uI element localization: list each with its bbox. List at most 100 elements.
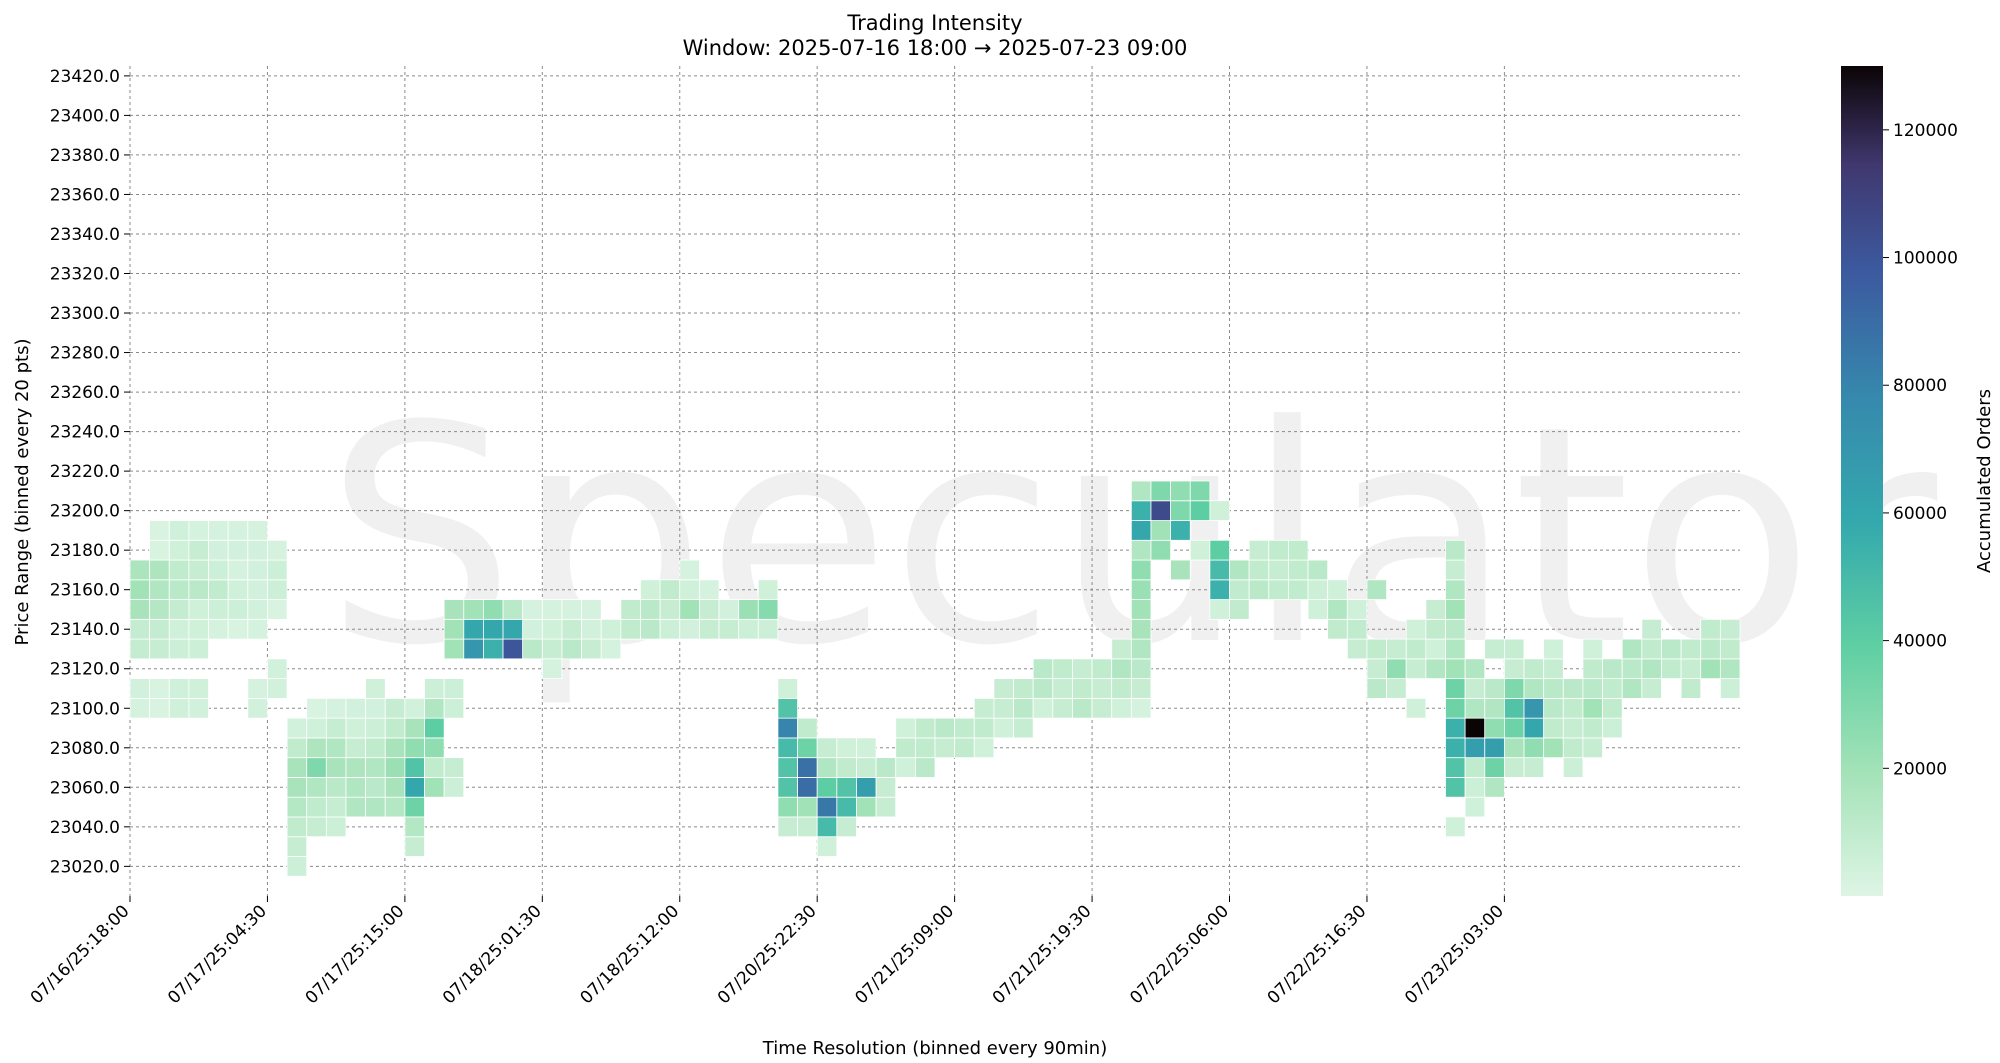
heatmap-cell (561, 618, 582, 640)
heatmap-cell (777, 757, 798, 778)
heatmap-cell (247, 697, 268, 719)
heatmap-cell (1327, 599, 1348, 620)
heatmap-cell (1150, 520, 1172, 541)
heatmap-cell (1425, 618, 1446, 640)
heatmap-cell (797, 816, 818, 838)
x-tick-label: 07/22/25:16:30 (1264, 901, 1371, 1008)
heatmap-cell (1189, 500, 1211, 521)
heatmap-cell (1484, 777, 1505, 798)
heatmap-cell (1170, 520, 1191, 541)
heatmap-cell (306, 737, 327, 759)
heatmap-cell (149, 638, 170, 660)
heatmap-cell (188, 618, 209, 640)
heatmap-cell (1700, 618, 1721, 640)
heatmap-cell (1445, 678, 1466, 699)
heatmap-cell (1013, 717, 1034, 739)
heatmap-cell (129, 638, 151, 660)
heatmap-cell (267, 559, 288, 581)
heatmap-cell (1641, 618, 1662, 640)
heatmap-cell (1523, 658, 1545, 680)
y-tick-label: 23020.0 (50, 857, 120, 877)
heatmap-cell (777, 796, 798, 818)
heatmap-cell (777, 678, 798, 699)
heatmap-cell (1268, 539, 1289, 561)
heatmap-cell (836, 777, 857, 798)
heatmap-cell (1288, 559, 1309, 581)
heatmap-cell (1543, 638, 1564, 660)
grid-lines (129, 66, 1740, 896)
y-tick-label: 23060.0 (50, 778, 120, 798)
heatmap-cell (404, 757, 425, 778)
y-tick-label: 23100.0 (50, 699, 120, 719)
heatmap-cell (188, 539, 209, 561)
heatmap-cell (267, 539, 288, 561)
heatmap-cell (247, 559, 268, 581)
heatmap-cell (1091, 678, 1113, 699)
heatmap-cell (1386, 658, 1407, 680)
heatmap-cell (463, 599, 484, 620)
y-tick-label: 23240.0 (50, 423, 120, 443)
heatmap-cell (168, 559, 190, 581)
x-tick-label: 07/18/25:12:00 (576, 901, 683, 1008)
colorbar-label: Accumulated Orders (1974, 389, 1995, 573)
heatmap-cell (1170, 500, 1191, 521)
heatmap-cell (856, 796, 877, 818)
heatmap-cell (129, 697, 151, 719)
y-tick-label: 23140.0 (50, 620, 120, 640)
heatmap-cell (757, 579, 779, 600)
heatmap-cell (757, 599, 779, 620)
heatmap-cell (286, 816, 308, 838)
heatmap-cell (934, 717, 956, 739)
heatmap-cell (541, 658, 563, 680)
heatmap-cell (679, 559, 700, 581)
heatmap-cell (286, 836, 308, 857)
heatmap-cell (1700, 658, 1721, 680)
heatmap-cell (188, 559, 209, 581)
heatmap-cell (286, 856, 308, 877)
heatmap-cell (208, 579, 229, 600)
heatmap-cell (1464, 777, 1486, 798)
colorbar-tick-label: 20000 (1893, 759, 1947, 779)
heatmap-cell (1130, 579, 1152, 600)
heatmap-cell (129, 559, 151, 581)
x-axis-label: Time Resolution (binned every 90min) (762, 1038, 1107, 1059)
heatmap-cell (424, 757, 445, 778)
heatmap-cell (424, 678, 445, 699)
heatmap-cell (345, 757, 367, 778)
heatmap-cell (129, 618, 151, 640)
heatmap-cell (1445, 697, 1466, 719)
colorbar-tick-label: 80000 (1893, 376, 1947, 396)
x-tick-label: 07/22/25:06:00 (1126, 901, 1233, 1008)
heatmap-cell (168, 520, 190, 541)
heatmap-cell (149, 579, 170, 600)
heatmap-cell (718, 618, 740, 640)
heatmap-cell (1072, 697, 1093, 719)
heatmap-cell (325, 717, 347, 739)
heatmap-cell (797, 717, 818, 739)
heatmap-cell (954, 737, 975, 759)
heatmap-cell (1582, 717, 1603, 739)
heatmap-cell (777, 697, 798, 719)
heatmap-cell (875, 777, 897, 798)
heatmap-cell (856, 737, 877, 759)
heatmap-cell (365, 757, 386, 778)
heatmap-cell (267, 599, 288, 620)
heatmap-cell (365, 717, 386, 739)
heatmap-cell (522, 599, 543, 620)
heatmap-cell (168, 678, 190, 699)
heatmap-cell (522, 638, 543, 660)
colorbar-tick-label: 100000 (1893, 249, 1958, 269)
heatmap-cell (856, 757, 877, 778)
heatmap-cell (1445, 638, 1466, 660)
heatmap-cell (1503, 678, 1525, 699)
heatmap-cell (1327, 579, 1348, 600)
heatmap-cell (247, 618, 268, 640)
heatmap-cell (463, 618, 484, 640)
heatmap-cell (149, 678, 170, 699)
heatmap-cell (698, 599, 720, 620)
heatmap-cell (1366, 658, 1387, 680)
heatmap-cell (600, 618, 622, 640)
heatmap-cell (424, 717, 445, 739)
heatmap-cell (345, 737, 367, 759)
heatmap-cell (1405, 618, 1427, 640)
